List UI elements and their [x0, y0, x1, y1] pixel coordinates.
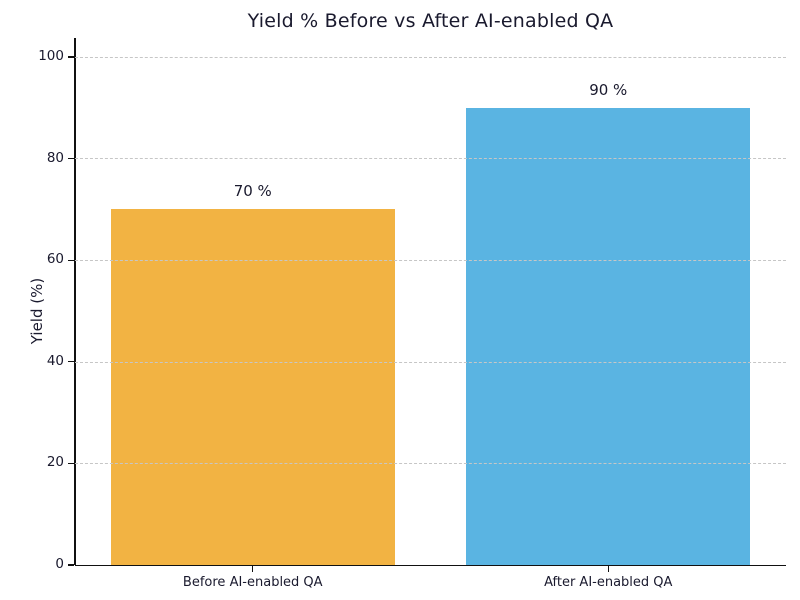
y-tick-mark-100	[68, 56, 74, 58]
gridline-y-60	[75, 259, 786, 261]
y-tick-label-80: 80	[46, 149, 64, 166]
gridline-y-40	[75, 361, 786, 363]
chart-title: Yield % Before vs After AI-enabled QA	[247, 10, 614, 32]
plot-area: 70 % 90 %	[75, 56, 786, 565]
bar-0	[110, 209, 395, 565]
x-tick-mark-1	[607, 566, 609, 572]
bar-1	[466, 107, 751, 565]
x-tick-label-1: After AI-enabled QA	[544, 575, 673, 590]
y-axis-spine	[74, 38, 76, 565]
gridline-y-20	[75, 463, 786, 465]
y-axis-label: Yield (%)	[28, 277, 46, 345]
y-tick-mark-0	[68, 564, 74, 566]
y-tick-mark-60	[68, 259, 74, 261]
gridline-y-80	[75, 158, 786, 160]
y-tick-mark-80	[68, 157, 74, 160]
bar-value-label-0: 70 %	[233, 182, 272, 201]
y-tick-label-100: 100	[38, 48, 64, 64]
x-tick-mark-0	[252, 566, 254, 572]
y-tick-mark-20	[68, 462, 74, 465]
y-tick-label-20: 20	[46, 454, 64, 471]
y-tick-mark-40	[68, 361, 74, 363]
x-axis-spine	[75, 564, 786, 566]
gridline-y-100	[75, 56, 786, 58]
bar-value-label-1: 90 %	[589, 80, 628, 99]
y-tick-label-0: 0	[55, 556, 64, 572]
y-tick-label-60: 60	[46, 251, 64, 268]
x-tick-label-0: Before AI-enabled QA	[182, 575, 323, 590]
y-tick-label-40: 40	[46, 352, 64, 369]
